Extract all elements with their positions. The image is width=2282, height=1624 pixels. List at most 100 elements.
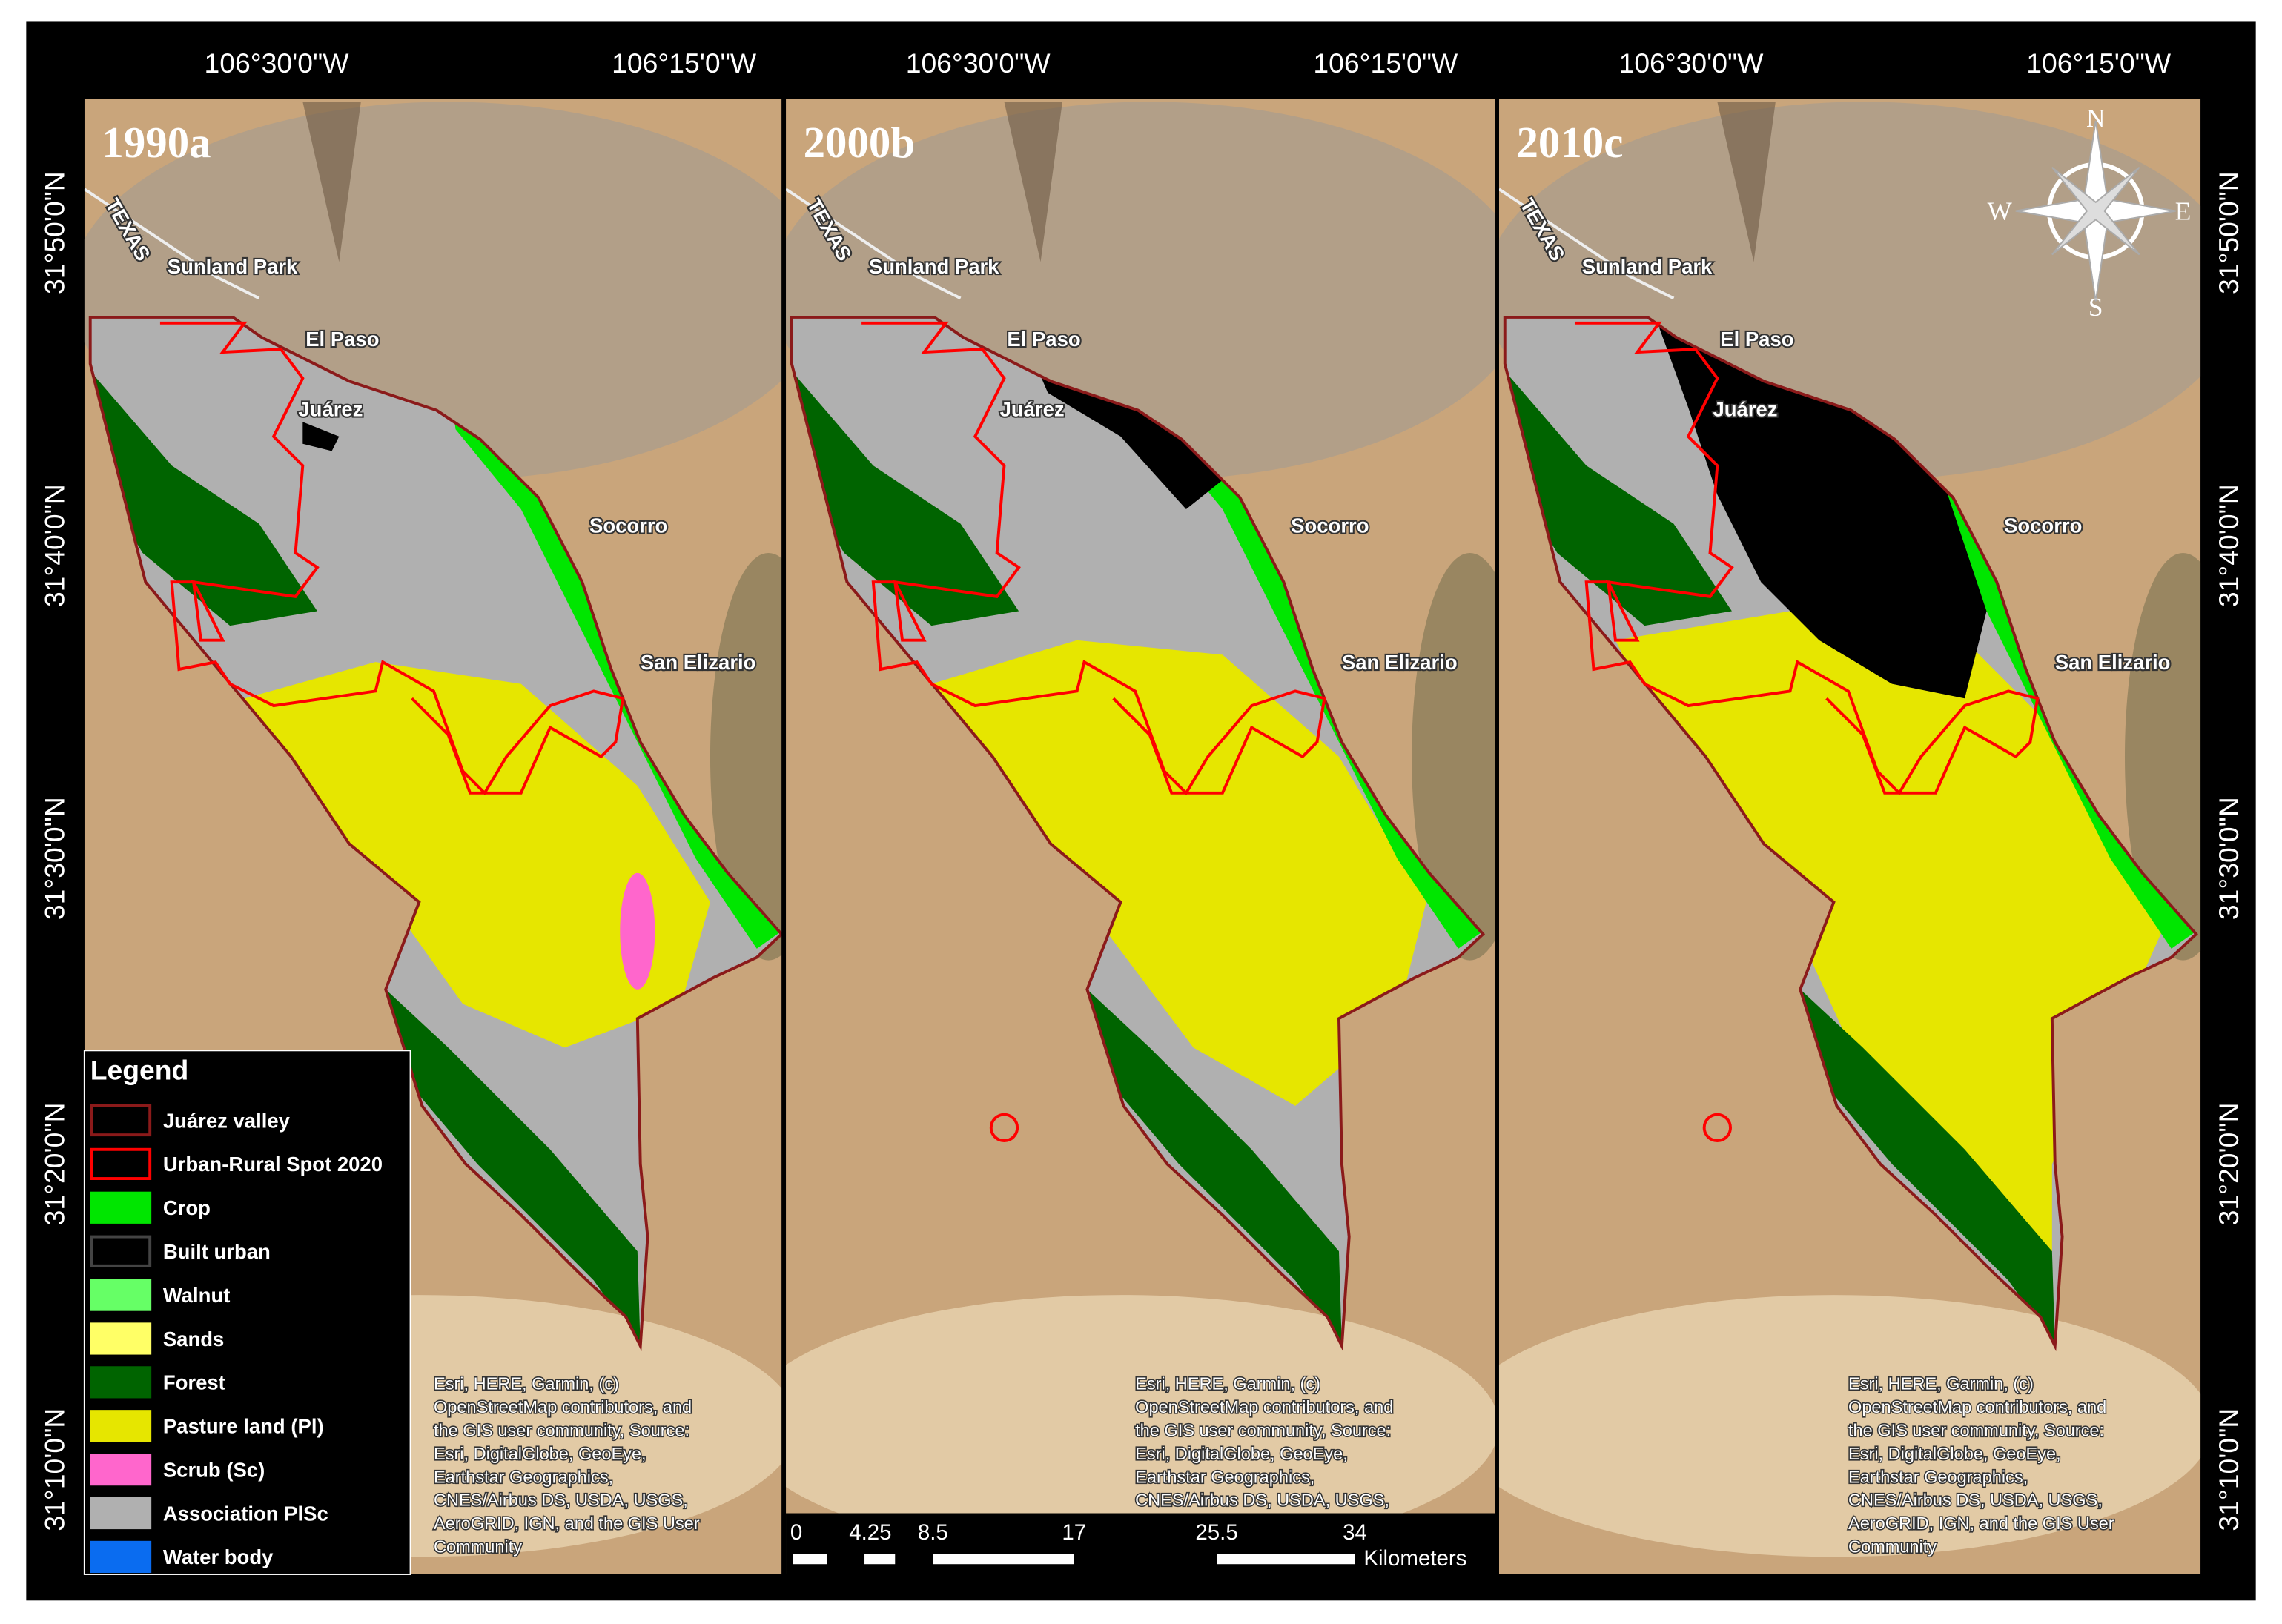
sand-dunes: [1498, 1295, 2201, 1557]
legend-swatch: [90, 1279, 152, 1311]
farmland: [1412, 553, 1495, 961]
pasture-land: [244, 662, 710, 1048]
attribution-line: Earthstar Geographics,: [434, 1467, 613, 1486]
longitude-label: 106°30'0"W: [205, 47, 350, 79]
latitude-label: 31°20'0"N: [2213, 1102, 2244, 1225]
juarez-valley-outline: [1503, 315, 2198, 1352]
valley-fill: [1504, 316, 2197, 1346]
longitude-label: 106°15'0"W: [2026, 47, 2172, 79]
legend-label: Association PlSc: [163, 1502, 328, 1525]
scale-unit: Kilometers: [1363, 1546, 1466, 1571]
place-label: Sunland Park: [869, 255, 999, 278]
compass-e: E: [2175, 196, 2192, 225]
forest: [1800, 989, 2055, 1346]
legend-label: Scrub (Sc): [163, 1458, 265, 1481]
compass-n: N: [2086, 104, 2106, 133]
overlay: 106°30'0"W 106°15'0"W 106°30'0"W 106°15'0"W…: [39, 47, 2244, 1575]
compass-star-diag: [2051, 166, 2140, 256]
longitude-label: 106°30'0"W: [1619, 47, 1765, 79]
legend-swatch: [90, 1366, 152, 1399]
compass-w: W: [1987, 196, 2012, 225]
legend-swatch: [90, 1191, 152, 1224]
latitude-label: 31°30'0"N: [2213, 797, 2244, 920]
border-river: [786, 188, 962, 300]
pasture-land: [1615, 611, 2169, 1252]
compass: N S W E: [1987, 104, 2191, 322]
attribution: Esri, HERE, Garmin, (c) OpenStreetMap con…: [1848, 1374, 2114, 1557]
place-label: Sunland Park: [1582, 255, 1713, 278]
place-label: San Elizario: [2055, 651, 2171, 674]
legend-label: Juárez valley: [163, 1109, 291, 1132]
place-label: Juárez: [298, 397, 363, 420]
latitude-label: 31°40'0"N: [2213, 484, 2244, 607]
built-urban: [302, 422, 340, 451]
farmland: [2125, 553, 2201, 961]
attribution-line: CNES/Airbus DS, USDA, USGS,: [434, 1491, 688, 1510]
place-label: Socorro: [1291, 514, 1369, 537]
attribution-line: Community: [1848, 1537, 1937, 1557]
urban-rural-outline: [861, 321, 1326, 796]
legend-label: Pasture land (Pl): [163, 1415, 324, 1438]
latitude-label: 31°10'0"N: [2213, 1408, 2244, 1531]
legend-swatch: [90, 1410, 152, 1442]
place-label: Socorro: [589, 514, 667, 537]
attribution-line: the GIS user community, Source:: [434, 1420, 689, 1439]
legend-swatch: [90, 1235, 152, 1267]
scale-segment: [933, 1554, 1074, 1565]
legend-swatch: [90, 1322, 152, 1355]
attribution-line: AeroGRID, IGN, and the GIS User: [434, 1514, 700, 1533]
scrub: [620, 872, 655, 990]
latitude-label: 31°30'0"N: [39, 797, 70, 920]
forest: [386, 989, 641, 1346]
border-river: [84, 188, 260, 300]
attribution-line: Esri, DigitalGlobe, GeoEye,: [1848, 1444, 2061, 1463]
latitude-label: 31°20'0"N: [39, 1102, 70, 1225]
longitude-label: 106°15'0"W: [612, 47, 757, 79]
legend-label: Walnut: [163, 1284, 231, 1307]
place-label: Sunland Park: [168, 255, 298, 278]
place-label: Socorro: [2004, 514, 2082, 537]
border-river: [1498, 188, 1675, 300]
attribution-line: Community: [434, 1537, 522, 1557]
scale-tick-label: 0: [790, 1520, 802, 1545]
scale-tick-label: 25.5: [1195, 1520, 1237, 1545]
legend-label: Forest: [163, 1371, 225, 1394]
place-label: San Elizario: [641, 651, 756, 674]
attribution-line: the GIS user community, Source:: [1848, 1420, 2104, 1439]
place-label: El Paso: [305, 328, 379, 351]
attribution: Esri, HERE, Garmin, (c) OpenStreetMap con…: [434, 1374, 700, 1557]
attribution-line: Earthstar Geographics,: [1135, 1467, 1314, 1486]
urban-rural-spot: [989, 1113, 1019, 1142]
juarez-valley-outline: [790, 315, 1486, 1352]
urban-rural-spot: [1702, 1113, 1732, 1142]
mountains: [1586, 102, 1776, 684]
legend-label: Built urban: [163, 1240, 271, 1263]
legend-label: Crop: [163, 1196, 211, 1219]
legend-swatch: [90, 1147, 152, 1180]
latitude-label: 31°10'0"N: [39, 1408, 70, 1531]
sand-dunes: [786, 1295, 1495, 1557]
juarez-valley-outline: [88, 315, 784, 1352]
scale-segment: [864, 1554, 896, 1565]
attribution-line: Esri, DigitalGlobe, GeoEye,: [1135, 1444, 1348, 1463]
place-label: Juárez: [1713, 397, 1777, 420]
latitude-label: 31°50'0"N: [39, 171, 70, 294]
scale-tick-label: 8.5: [918, 1520, 948, 1545]
place-label: El Paso: [1720, 328, 1793, 351]
urban-rural-outline: [159, 321, 625, 796]
attribution-line: Earthstar Geographics,: [1848, 1467, 2028, 1486]
attribution-line: CNES/Airbus DS, USDA, USGS,: [1135, 1491, 1389, 1510]
farmland: [710, 553, 787, 961]
forest: [791, 371, 1019, 626]
valley-fill: [90, 316, 782, 1346]
panel-label: 2000b: [804, 119, 916, 167]
scale-tick-label: 34: [1343, 1520, 1367, 1545]
attribution-line: CNES/Airbus DS, USDA, USGS,: [1848, 1491, 2103, 1510]
latitude-label: 31°40'0"N: [39, 484, 70, 607]
attribution-line: AeroGRID, IGN, and the GIS User: [1848, 1514, 2114, 1533]
